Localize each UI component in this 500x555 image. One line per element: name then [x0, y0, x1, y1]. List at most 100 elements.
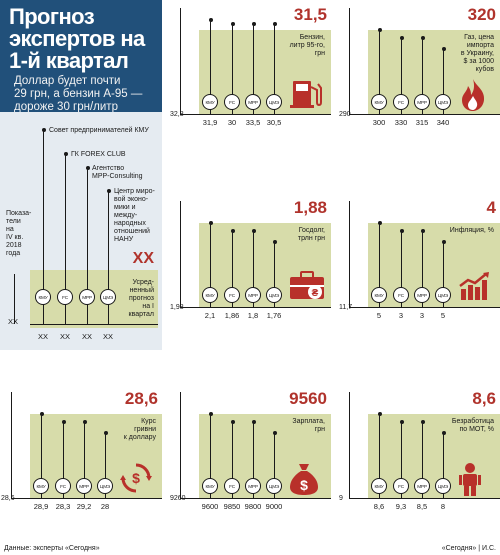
source-line-мрр [422, 38, 423, 114]
source-line-мрр [253, 231, 254, 307]
source-line-fc [232, 24, 233, 114]
source-line-cap [441, 431, 446, 435]
source-badge-кму: КМУ [202, 478, 218, 494]
svg-text:$: $ [300, 477, 308, 493]
indicator-label-line: кубов [475, 66, 494, 73]
average-forecast: 4 [486, 198, 496, 217]
legend-key: Показа- тели на IV кв. 2018 года XX XX У… [0, 112, 162, 350]
key-badge-kmu: КМУ [35, 289, 51, 305]
source-line-cap [61, 420, 66, 424]
forecast-value-цмэ: 30,5 [266, 118, 282, 127]
source-badge-цмэ: ЦМЭ [97, 478, 113, 494]
chart-panel-7: 8,6 Безработица по МОТ, % 9 КМУ 8,6 FC 9,3 МРР 8,… [338, 389, 500, 540]
source-line-cap [420, 420, 425, 424]
source-line-кму [379, 30, 380, 114]
chart-panel-2: 320 Газ, цена импорта в Украину, $ за 1000 ку… [338, 5, 500, 156]
source-line-cap [377, 412, 382, 416]
source-line-cap [230, 229, 235, 233]
source-line-cap [251, 22, 256, 26]
footer-credit: «Сегодня» | И.С. [441, 545, 496, 552]
key-value-1: XX [37, 332, 48, 341]
source-badge-fc: FC [393, 478, 409, 494]
source-line-цмэ [274, 24, 275, 114]
source-line-мрр [422, 231, 423, 307]
average-forecast: 320 [467, 5, 496, 24]
x-axis-line [180, 307, 331, 308]
source-line-cap [377, 28, 382, 32]
source-line-cap [420, 36, 425, 40]
source-badge-кму: КМУ [371, 94, 387, 110]
chart-panel-4: 4 Инфляция, % 11,7 КМУ 5 FC 3 МРР 3 ЦМЭ 5 [338, 198, 500, 349]
source-line-cap [272, 22, 277, 26]
source-badge-кму: КМУ [202, 287, 218, 303]
forecast-value-мрр: 1,8 [247, 311, 259, 320]
source-badge-fc: FC [393, 287, 409, 303]
forecast-value-fc: 9,3 [395, 502, 407, 511]
chart-band [30, 414, 162, 498]
baseline-line [180, 392, 181, 498]
source-badge-цмэ: ЦМЭ [266, 478, 282, 494]
indicator-label-line: Зарплата, [292, 418, 325, 425]
key-baseline-value: XX [8, 317, 19, 326]
forecast-value-кму: 5 [376, 311, 382, 320]
source-badge-мрр: МРР [245, 287, 261, 303]
indicator-label-line: Газ, цена [464, 34, 494, 41]
baseline-value: 32,8 [170, 111, 184, 118]
forecast-value-fc: 330 [394, 118, 408, 127]
source-line-кму [210, 20, 211, 114]
forecast-value-цмэ: 340 [436, 118, 450, 127]
source-line-cap [399, 229, 404, 233]
key-baseline-label: Показа- тели на IV кв. 2018 года [6, 210, 32, 257]
forecast-value-fc: 28,3 [55, 502, 71, 511]
x-axis-line [349, 114, 500, 115]
forecast-value-цмэ: 9000 [265, 502, 283, 511]
source-line-cap [399, 36, 404, 40]
source-line-cap [377, 221, 382, 225]
key-average-label: Усред- ненный прогноз на I квартал [128, 279, 154, 318]
forecast-value-мрр: 3 [419, 311, 425, 320]
baseline-value: 9 [339, 495, 343, 502]
footer-source: Данные: эксперты «Сегодня» [4, 545, 100, 552]
source-line-cap [441, 240, 446, 244]
indicator-label: Госдолг, трлн грн [269, 227, 325, 243]
chart-panel-5: 28,6 Курс гривни к доллару 28,6 КМУ 28,9 FC 28,3… [0, 389, 162, 540]
source-line-мрр [84, 422, 85, 498]
source-line-cap [208, 18, 213, 22]
source-line-cap [420, 229, 425, 233]
forecast-value-кму: 2,1 [204, 311, 216, 320]
source-badge-мрр: МРР [76, 478, 92, 494]
source-line-кму [379, 223, 380, 307]
indicator-label-line: гривни [134, 426, 156, 433]
indicator-label-line: Госдолг, [298, 227, 325, 234]
source-badge-мрр: МРР [245, 94, 261, 110]
forecast-value-цмэ: 8 [440, 502, 446, 511]
x-axis-line [349, 307, 500, 308]
gas-flame-icon [458, 78, 488, 117]
key-average-value: XX [132, 250, 154, 267]
source-badge-мрр: МРР [414, 287, 430, 303]
source-badge-fc: FC [224, 478, 240, 494]
forecast-value-fc: 30 [227, 118, 237, 127]
indicator-label-line: $ за 1000 [463, 58, 494, 65]
source-badge-fc: FC [393, 94, 409, 110]
fuel-pump-icon [289, 78, 323, 113]
key-source-desc-1: Совет предпринимателей КМУ [49, 127, 149, 134]
baseline-value: 9260 [170, 495, 186, 502]
header-box: Прогноз экспертов на 1-й квартал Доллар … [0, 0, 162, 113]
rising-chart-icon [458, 271, 494, 306]
baseline-line [349, 392, 350, 498]
source-line-цмэ [274, 242, 275, 307]
forecast-value-мрр: 9800 [244, 502, 262, 511]
baseline-value: 11,7 [339, 304, 353, 311]
x-axis-line [349, 498, 500, 499]
average-forecast: 28,6 [124, 389, 158, 408]
source-line-fc [232, 231, 233, 307]
baseline-value: 290 [339, 111, 351, 118]
indicator-label-line: литр 95-го, [289, 42, 325, 49]
x-axis-line [180, 114, 331, 115]
indicator-label: Зарплата, грн [269, 418, 325, 434]
forecast-value-кму: 9600 [201, 502, 219, 511]
source-line-кму [379, 414, 380, 498]
source-badge-цмэ: ЦМЭ [435, 94, 451, 110]
key-value-2: XX [59, 332, 70, 341]
